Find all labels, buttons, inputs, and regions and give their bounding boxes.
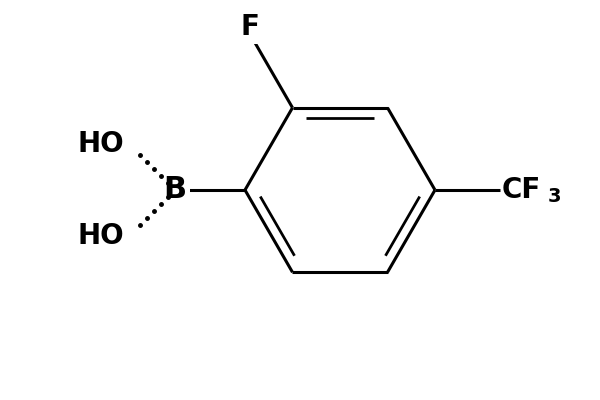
Text: CF: CF xyxy=(502,176,541,204)
Text: B: B xyxy=(163,176,187,204)
Text: F: F xyxy=(241,13,259,41)
Text: HO: HO xyxy=(78,222,125,250)
Text: HO: HO xyxy=(78,130,125,158)
Text: 3: 3 xyxy=(548,188,562,206)
